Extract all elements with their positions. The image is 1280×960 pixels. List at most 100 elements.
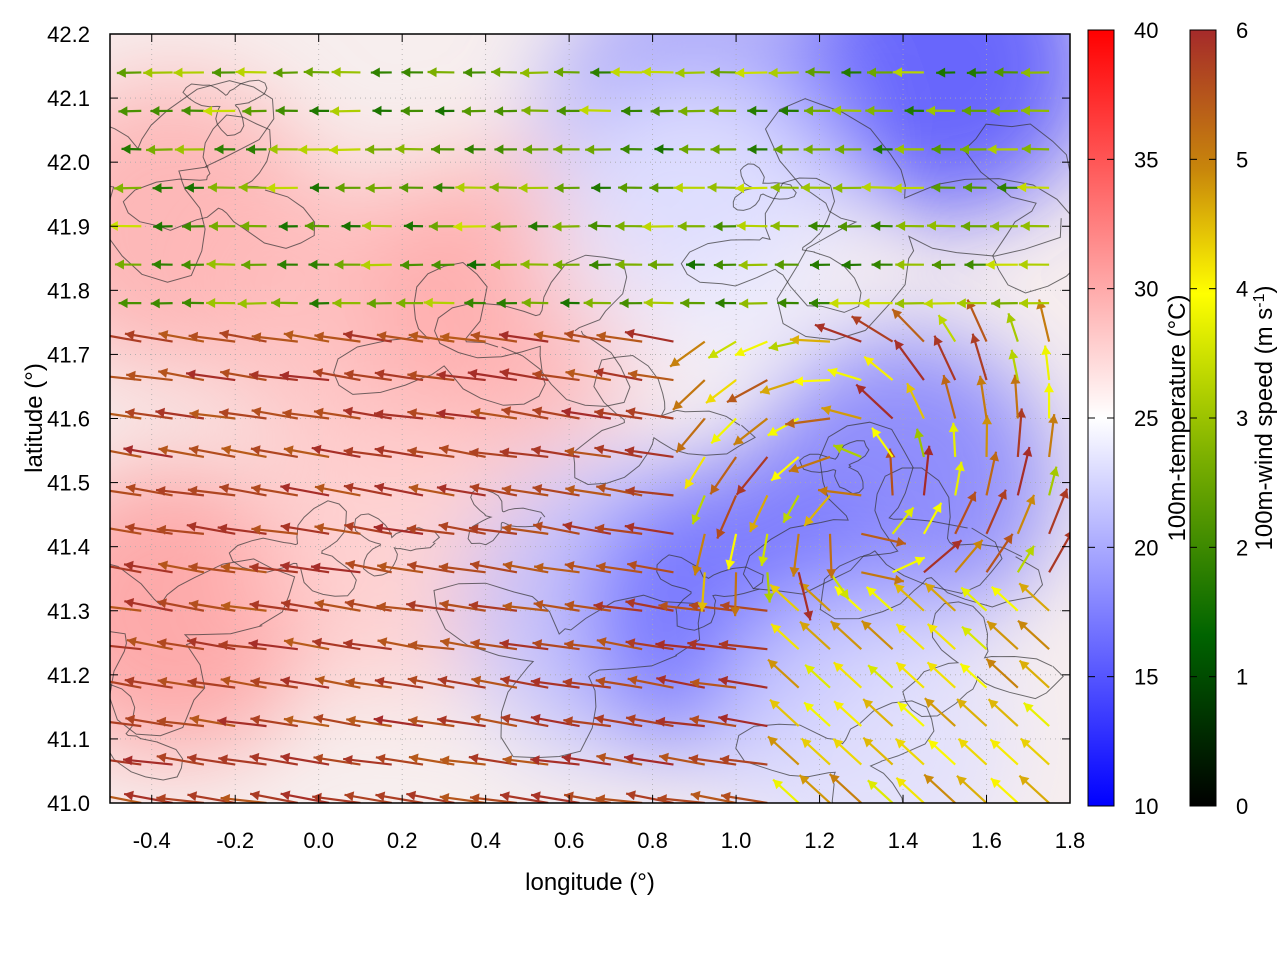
wind-arrow-head (250, 677, 261, 687)
wind-arrow-head (246, 144, 256, 155)
x-tick-label: 0.4 (470, 828, 501, 853)
wind-arrow-head (95, 601, 105, 611)
wind-arrow-head (711, 433, 722, 444)
wind-arrow-head (125, 523, 135, 533)
wind-arrow-head (491, 259, 501, 270)
wind-arrow-head (314, 483, 325, 494)
wind-arrow-head (365, 183, 375, 194)
wind-arrow-head (805, 67, 815, 78)
wind-arrow-head (126, 370, 136, 381)
wind-arrow-head (564, 600, 575, 611)
y-tick-label: 41.6 (47, 407, 90, 432)
x-tick-label: -0.4 (133, 828, 171, 853)
wind-arrow-head (834, 701, 845, 711)
wind-arrow-head (804, 515, 814, 526)
wind-arrow-head (153, 221, 163, 232)
wind-arrow-head (530, 755, 540, 766)
temperature-colorbar-label: 100m-temperature (°C) (1164, 294, 1191, 541)
wind-arrow-head (330, 106, 340, 117)
wind-arrow-head (914, 556, 925, 566)
wind-arrow-head (532, 369, 542, 380)
wind-arrow-head (335, 182, 345, 193)
wind-arrow-head (500, 791, 510, 802)
colorbar-tick-label: 40 (1134, 18, 1158, 43)
wind-arrow-head (376, 601, 386, 612)
wind-arrow-head (707, 182, 717, 193)
wind-arrow-head (407, 408, 417, 419)
wind-arrow-head (123, 755, 133, 766)
wind-arrow-head (188, 599, 199, 610)
wind-colorbar-label: 100m-wind speed (m s-1) (1251, 286, 1279, 551)
wind-arrow-head (532, 639, 543, 649)
wind-arrow-head (989, 451, 999, 462)
wind-arrow-head (596, 752, 607, 763)
wind-arrow-head (271, 297, 281, 308)
wind-arrow-head (469, 524, 479, 534)
y-tick-label: 41.2 (47, 663, 90, 688)
wind-arrow-head (961, 587, 972, 598)
wind-arrow-head (375, 791, 386, 802)
wind-arrow-head (1021, 67, 1031, 78)
wind-arrow-head (594, 714, 605, 725)
wind-arrow-head (730, 607, 741, 617)
wind-arrow-head (956, 298, 966, 309)
wind-arrow-head (187, 753, 197, 764)
wind-arrow-head (96, 445, 106, 455)
wind-arrow-head (501, 484, 512, 495)
colorbar-tick-label: 6 (1236, 18, 1248, 43)
wind-arrow-head (961, 105, 971, 116)
wind-arrow-head (143, 67, 153, 78)
colorbar-tick-label: 2 (1236, 535, 1248, 560)
wind-arrow-head (678, 106, 688, 117)
wind-arrow-head (976, 375, 987, 386)
wind-arrow-head (220, 794, 231, 803)
wind-arrow-shaft (110, 759, 142, 766)
wind-arrow-head (344, 521, 354, 532)
wind-arrow-head (895, 298, 905, 309)
wind-arrow-shaft (110, 449, 142, 459)
contour-line (433, 582, 702, 759)
wind-arrow-head (206, 259, 216, 270)
wind-arrow-head (520, 259, 530, 270)
wind-arrow-head (1044, 383, 1054, 393)
wind-arrow-head (533, 330, 544, 341)
wind-arrow-head (851, 316, 862, 326)
x-tick-label: 1.8 (1055, 828, 1086, 853)
wind-arrow-head (675, 67, 685, 78)
wind-arrow-head (150, 106, 160, 116)
wind-arrow-head (471, 713, 481, 724)
wind-arrow-head (423, 297, 433, 308)
wind-arrow-head (150, 298, 160, 309)
wind-arrow-head (583, 298, 593, 308)
wind-arrow-head (124, 330, 135, 341)
wind-arrow-head (553, 259, 563, 270)
wind-arrow-shaft (110, 795, 142, 803)
wind-arrow-head (431, 144, 440, 155)
wind-arrow-head (528, 221, 538, 232)
wind-arrow-head (747, 105, 757, 116)
wind-arrow-head (93, 716, 103, 726)
wind-arrow-head (523, 144, 533, 155)
wind-arrow-head (641, 66, 651, 77)
wind-arrow-head (565, 368, 576, 379)
wind-arrow-head (777, 298, 787, 308)
wind-arrow-head (785, 418, 795, 429)
wind-arrow-head (188, 562, 198, 573)
wind-arrow-head (773, 779, 784, 790)
wind-arrow-head (248, 639, 259, 650)
wind-arrow-head (624, 753, 634, 764)
y-tick-label: 42.0 (47, 150, 90, 175)
wind-arrow-head (314, 599, 325, 610)
wind-arrow-head (697, 602, 708, 612)
wind-arrow-head (758, 556, 769, 566)
wind-arrow-head (311, 444, 322, 455)
wind-arrow-head (531, 791, 541, 802)
wind-arrow-head (298, 144, 308, 155)
wind-arrow-head (914, 428, 924, 439)
wind-arrow-head (894, 144, 904, 155)
plot-area (62, 34, 1070, 803)
wind-arrow-head (991, 586, 1002, 597)
wind-arrow-head (62, 525, 71, 535)
wind-arrow-head (343, 482, 354, 493)
wind-arrow-head (407, 640, 418, 651)
